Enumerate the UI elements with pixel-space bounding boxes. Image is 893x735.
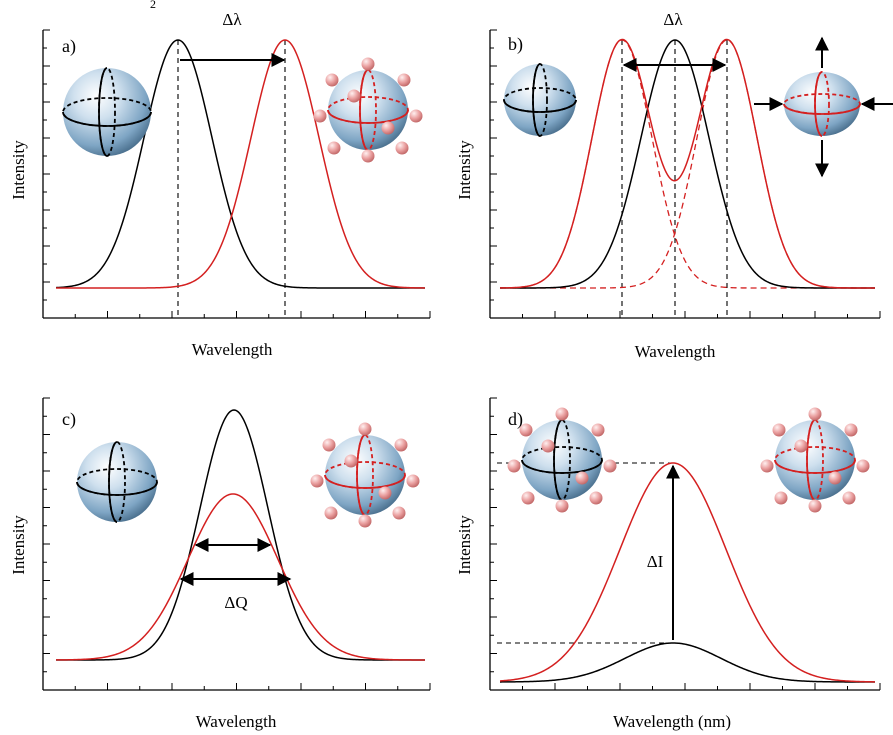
molecule-dot — [327, 141, 341, 155]
molecule-dot — [392, 506, 406, 520]
equator-ring-front — [324, 474, 406, 489]
bare-nanoparticle-icon — [503, 63, 577, 137]
molecule-dot — [603, 459, 617, 473]
meridian-ring-front — [359, 69, 369, 151]
panel-a: a) Intensity Wavelength Δλ — [9, 10, 431, 359]
molecule-dot — [358, 422, 372, 436]
meridian-ring-back — [356, 434, 374, 516]
molecule-dot — [808, 499, 822, 513]
molecule-dot — [589, 491, 603, 505]
panel-d-axes — [489, 397, 881, 691]
molecule-dot — [808, 407, 822, 421]
functionalized-nanoparticle-icon — [313, 57, 423, 163]
sphere-body — [775, 420, 855, 500]
meridian-ring-back — [553, 419, 571, 501]
molecule-dot — [541, 439, 555, 453]
panel-a-ylabel: Intensity — [9, 140, 28, 200]
panel-c-ylabel: Intensity — [9, 515, 28, 575]
functionalized-nanoparticle-icon — [760, 407, 870, 513]
molecule-dot — [760, 459, 774, 473]
panel-b-curve-bare — [500, 39, 875, 289]
molecule-dot — [397, 73, 411, 87]
meridian-ring-front — [356, 434, 366, 516]
molecule-dot — [856, 459, 870, 473]
molecule-dot — [507, 459, 521, 473]
molecule-dot — [842, 491, 856, 505]
molecule-dot — [378, 486, 392, 500]
sphere-body — [328, 70, 408, 150]
panel-a-axes — [42, 29, 431, 319]
meridian-ring-back — [359, 69, 377, 151]
functionalized-nanoparticle-icon — [310, 422, 420, 528]
sphere-body — [325, 435, 405, 515]
molecule-dot — [394, 438, 408, 452]
panel-a-annotation: Δλ — [222, 10, 242, 29]
panel-b-xlabel: Wavelength — [635, 342, 716, 361]
molecule-dot — [310, 474, 324, 488]
panel-c-tag: c) — [62, 409, 76, 430]
panel-b-curve-split — [499, 38, 875, 289]
molecule-dot — [555, 499, 569, 513]
molecule-dot — [381, 121, 395, 135]
molecule-dot — [409, 109, 423, 123]
meridian-ring-front — [806, 419, 816, 501]
molecule-dot — [395, 141, 409, 155]
molecule-dot — [591, 423, 605, 437]
panel-a-curve-functionalized — [56, 39, 426, 289]
molecule-dot — [774, 491, 788, 505]
meridian-ring-front — [553, 419, 563, 501]
panel-d-annotation: ΔI — [647, 552, 664, 571]
molecule-dot — [361, 57, 375, 71]
molecule-dot — [844, 423, 858, 437]
molecule-dot — [347, 89, 361, 103]
panel-b-annotation: Δλ — [663, 10, 683, 29]
molecule-dot — [519, 423, 533, 437]
top-fragment-text: 2 — [150, 0, 156, 11]
compressed-nanoparticle-icon — [783, 71, 861, 137]
panel-a-curve-bare — [55, 39, 425, 289]
panel-d-curve-functionalized — [499, 462, 876, 683]
compression-arrows-icon — [754, 36, 893, 178]
panel-c-curve-functionalized — [55, 493, 425, 661]
molecule-dot — [322, 438, 336, 452]
molecule-dot — [828, 471, 842, 485]
molecule-dot — [521, 491, 535, 505]
panel-c: c) Intensity Wavelength ΔQ — [9, 397, 431, 731]
molecule-dot — [344, 454, 358, 468]
meridian-ring-back — [806, 419, 824, 501]
panel-b-axes — [489, 29, 881, 319]
panel-c-xlabel: Wavelength — [196, 712, 277, 731]
panel-b-tag: b) — [508, 34, 523, 55]
panel-d-ylabel: Intensity — [455, 515, 474, 575]
molecule-dot — [325, 73, 339, 87]
panel-b-ylabel: Intensity — [455, 140, 474, 200]
bare-nanoparticle-icon — [76, 441, 158, 523]
molecule-dot — [406, 474, 420, 488]
molecule-dot — [575, 471, 589, 485]
panel-c-axes — [42, 397, 431, 691]
panel-b: b) Intensity Wavelength Δλ — [455, 10, 893, 361]
panel-d-curve-bare — [500, 642, 875, 683]
panel-d-tag: d) — [508, 409, 523, 430]
molecule-dot — [361, 149, 375, 163]
panel-a-xlabel: Wavelength — [192, 340, 273, 359]
equator-ring-front — [327, 109, 409, 124]
molecule-dot — [358, 514, 372, 528]
panel-d-xlabel: Wavelength (nm) — [613, 712, 731, 731]
molecule-dot — [772, 423, 786, 437]
bare-nanoparticle-icon — [62, 67, 152, 157]
panel-c-curve-bare — [56, 409, 425, 661]
sphere-body — [522, 420, 602, 500]
panel-a-tag: a) — [62, 36, 76, 57]
molecule-dot — [794, 439, 808, 453]
panel-d: d) Intensity Wavelength (nm) ΔI — [455, 397, 881, 731]
molecule-dot — [555, 407, 569, 421]
molecule-dot — [324, 506, 338, 520]
panel-c-annotation: ΔQ — [224, 593, 247, 612]
functionalized-nanoparticle-icon — [507, 407, 617, 513]
molecule-dot — [313, 109, 327, 123]
equator-ring-front — [774, 459, 856, 474]
equator-ring-front — [521, 459, 603, 474]
